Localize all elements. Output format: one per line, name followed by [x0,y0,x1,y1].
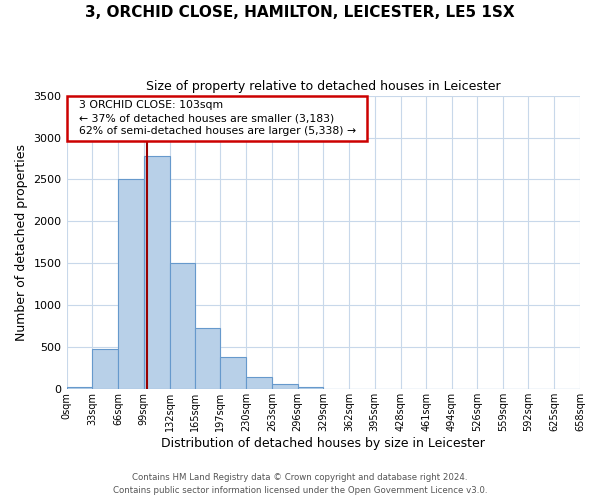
Bar [144,156,170,390]
Text: Contains HM Land Registry data © Crown copyright and database right 2024.
Contai: Contains HM Land Registry data © Crown c… [113,474,487,495]
Bar [220,356,246,390]
X-axis label: Distribution of detached houses by size in Leicester: Distribution of detached houses by size … [161,437,485,450]
Bar [92,350,118,390]
Bar [298,387,323,390]
Text: 3, ORCHID CLOSE, HAMILTON, LEICESTER, LE5 1SX: 3, ORCHID CLOSE, HAMILTON, LEICESTER, LE… [85,5,515,20]
Y-axis label: Number of detached properties: Number of detached properties [15,144,28,341]
Title: Size of property relative to detached houses in Leicester: Size of property relative to detached ho… [146,80,500,93]
Bar [195,328,220,390]
Bar [272,384,298,390]
Bar [67,387,92,390]
Bar [170,264,195,390]
Bar [118,180,144,390]
Bar [246,376,272,390]
Text: 3 ORCHID CLOSE: 103sqm  
  ← 37% of detached houses are smaller (3,183)  
  62% : 3 ORCHID CLOSE: 103sqm ← 37% of detached… [71,100,363,136]
